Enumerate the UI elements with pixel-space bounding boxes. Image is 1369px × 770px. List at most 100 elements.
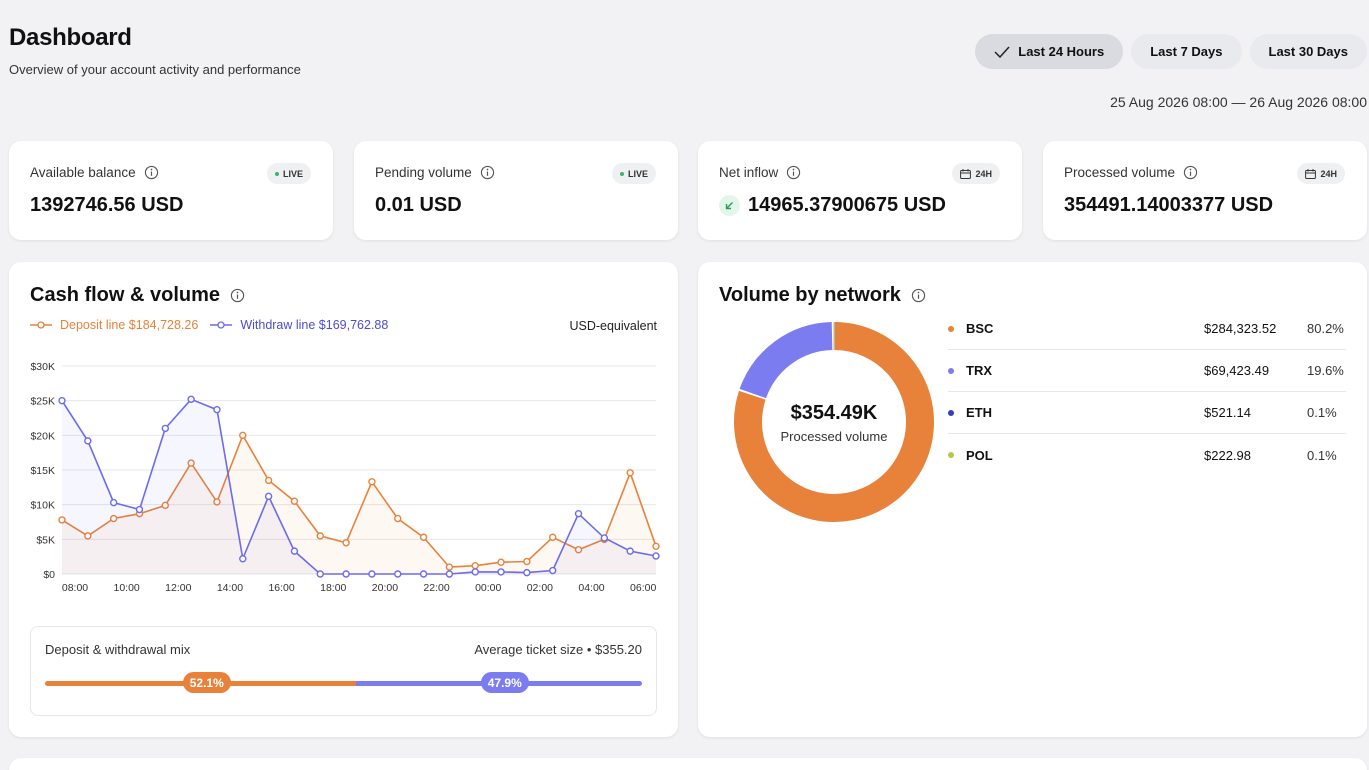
info-icon[interactable] xyxy=(144,165,159,180)
average-ticket-text: Average ticket size • $355.20 xyxy=(474,642,642,657)
data-point xyxy=(213,405,221,414)
data-point xyxy=(419,570,428,578)
data-point xyxy=(419,533,428,541)
info-icon[interactable] xyxy=(230,288,245,303)
data-point xyxy=(548,533,557,541)
data-point xyxy=(58,396,66,405)
network-name: POL xyxy=(966,447,993,463)
x-tick-label: 16:00 xyxy=(268,582,294,594)
mix-withdraw-pill: 47.9% xyxy=(480,672,529,693)
data-point xyxy=(574,546,583,554)
network-row-eth[interactable]: ETH $521.14 0.1% xyxy=(948,392,1346,434)
legend-withdraw[interactable]: Withdraw line $169,762.88 xyxy=(210,318,388,332)
data-point xyxy=(548,566,557,575)
mix-bar xyxy=(45,681,642,686)
data-point xyxy=(213,498,221,506)
y-tick-label: $5K xyxy=(36,534,55,546)
stat-label: Available balance xyxy=(30,165,136,180)
legend-withdraw-label: Withdraw line $169,762.88 xyxy=(240,318,389,332)
network-row-pol[interactable]: POL $222.98 0.1% xyxy=(948,434,1346,476)
chart-legend: Deposit line $184,728.26 Withdraw line $… xyxy=(30,318,388,332)
data-point xyxy=(161,424,170,433)
y-tick-label: $10K xyxy=(30,500,55,512)
stat-label: Processed volume xyxy=(1064,165,1176,180)
network-name: ETH xyxy=(966,405,992,420)
x-tick-label: 02:00 xyxy=(527,582,553,594)
data-point xyxy=(600,534,609,542)
info-icon[interactable] xyxy=(1183,165,1198,180)
x-tick-label: 10:00 xyxy=(114,582,140,594)
stat-value: 1392746.56 USD xyxy=(30,194,184,216)
calendar-icon xyxy=(1305,168,1317,179)
data-point xyxy=(187,395,195,403)
network-value: $284,323.52 xyxy=(1204,321,1277,336)
data-point xyxy=(497,568,505,576)
donut-caption: Processed volume xyxy=(780,429,888,444)
cash-flow-chart: $0 $5K $10K $15K $20K $25K $30K 08:00 10:00 12:00… xyxy=(30,361,660,594)
page-title: Dashboard xyxy=(9,24,132,51)
network-percent: 0.1% xyxy=(1307,447,1337,463)
badge-label: LIVE xyxy=(282,168,303,179)
network-value: $69,423.49 xyxy=(1204,363,1270,378)
x-tick-label: 00:00 xyxy=(475,582,501,594)
x-tick-label: 06:00 xyxy=(630,582,656,594)
data-point xyxy=(109,498,118,507)
pending-volume-card: Pending volume LIVE 0.01 USD xyxy=(354,141,678,240)
info-icon[interactable] xyxy=(911,288,926,303)
network-row-bsc[interactable]: BSC $284,323.52 80.2% xyxy=(948,308,1346,350)
data-point xyxy=(394,570,402,578)
live-badge: LIVE xyxy=(266,163,311,184)
available-balance-card: Available balance LIVE 1392746.56 USD xyxy=(9,141,333,240)
x-tick-label: 08:00 xyxy=(62,582,88,594)
y-tick-label: $25K xyxy=(30,396,55,408)
live-badge: LIVE xyxy=(611,163,656,184)
stat-label: Net inflow xyxy=(719,165,779,180)
data-point xyxy=(342,570,350,578)
range-24h-button[interactable]: Last 24 Hours xyxy=(975,34,1124,69)
info-icon[interactable] xyxy=(786,165,801,180)
info-icon[interactable] xyxy=(480,165,495,180)
section-title: Cash flow & volume xyxy=(30,284,221,306)
x-tick-label: 04:00 xyxy=(578,582,604,594)
section-title: Volume by network xyxy=(719,284,901,306)
bottom-card xyxy=(9,758,1367,770)
legend-deposit[interactable]: Deposit line $184,728.26 xyxy=(30,318,198,332)
live-dot-icon xyxy=(619,171,624,176)
data-point xyxy=(109,514,118,523)
data-point xyxy=(652,552,660,560)
range-7d-button[interactable]: Last 7 Days xyxy=(1131,34,1242,69)
stat-value: 14965.37900675 USD xyxy=(748,194,946,216)
legend-withdraw-swatch xyxy=(210,321,233,329)
network-row-trx[interactable]: TRX $69,423.49 19.6% xyxy=(948,350,1346,392)
badge-label: LIVE xyxy=(627,168,648,179)
data-point xyxy=(471,561,479,570)
data-point xyxy=(187,459,195,467)
network-percent: 80.2% xyxy=(1307,321,1344,336)
stat-label: Pending volume xyxy=(375,165,472,180)
data-point xyxy=(239,555,247,563)
network-value: $521.14 xyxy=(1204,405,1251,420)
data-point xyxy=(394,514,402,523)
data-point xyxy=(264,492,273,501)
calendar-icon xyxy=(960,168,972,179)
data-point xyxy=(84,437,92,445)
period-badge: 24H xyxy=(1297,163,1345,184)
data-point xyxy=(84,532,92,540)
badge-label: 24H xyxy=(1320,168,1337,179)
network-dot xyxy=(948,409,954,416)
x-tick-label: 12:00 xyxy=(165,582,191,594)
data-point xyxy=(316,570,324,578)
data-point xyxy=(161,501,170,510)
network-dot xyxy=(948,452,954,458)
donut-slice-bsc[interactable] xyxy=(734,322,934,522)
deposit-line xyxy=(61,433,657,568)
mix-panel: Deposit & withdrawal mix Average ticket … xyxy=(30,626,657,716)
data-point xyxy=(497,558,505,566)
check-icon xyxy=(994,45,1010,58)
donut-slice-trx[interactable] xyxy=(739,322,833,399)
range-30d-button[interactable]: Last 30 Days xyxy=(1249,34,1367,69)
x-tick-label: 14:00 xyxy=(217,582,243,594)
network-card: Volume by network $354.49K Processed vol… xyxy=(698,262,1367,737)
live-dot-icon xyxy=(274,171,279,176)
network-percent: 0.1% xyxy=(1307,405,1337,420)
